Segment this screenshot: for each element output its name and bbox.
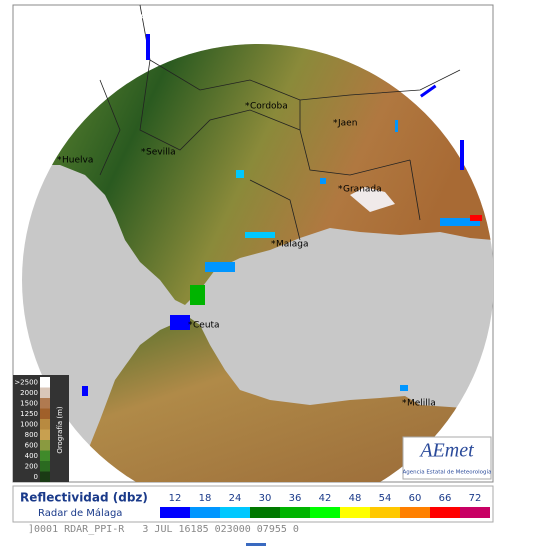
elevation-level: 1000: [20, 420, 38, 428]
city-marker: *: [188, 321, 193, 331]
reflectivity-level: 12: [169, 493, 182, 504]
reflectivity-legend: Reflectividad (dbz) Radar de Málaga 12 18 24…: [12, 485, 494, 523]
reflectivity-level: 72: [469, 493, 482, 504]
elevation-swatch: [40, 429, 50, 440]
elevation-swatch: [40, 440, 50, 451]
city-label: Sevilla: [146, 148, 176, 158]
city-marker: *: [57, 156, 62, 166]
logo-box: [402, 436, 492, 480]
city-label: Ceuta: [193, 321, 220, 331]
reflectivity-swatch: [430, 507, 460, 518]
africa-land: [22, 318, 493, 482]
reflectivity-level: 18: [199, 493, 212, 504]
city-labels: * Huelva* Sevilla* Cordoba* Jaen* Granada* Mal…: [57, 102, 436, 409]
elevation-swatch: [40, 471, 50, 482]
reflectivity-swatch: [310, 507, 340, 518]
scroll-indicator: [246, 543, 266, 546]
elevation-swatch: [40, 461, 50, 472]
elevation-title: Orografía (m): [56, 406, 64, 454]
city-label: Cordoba: [250, 102, 288, 112]
reflectivity-level: 66: [439, 493, 452, 504]
city-marker: *: [402, 399, 407, 409]
elevation-swatch: [40, 387, 50, 398]
reflectivity-title: Reflectividad (dbz): [20, 491, 148, 505]
elevation-level: 1500: [20, 399, 38, 407]
city-label: Granada: [343, 185, 382, 195]
elevation-level: 600: [25, 441, 38, 449]
elevation-legend: >250020001500125010008006004002000Orogra…: [13, 375, 69, 482]
elevation-level: >2500: [14, 378, 38, 386]
elevation-level: 400: [25, 452, 38, 460]
city-label: Jaen: [337, 119, 357, 129]
elevation-swatch: [40, 377, 50, 388]
radar-coverage: [22, 44, 493, 482]
logo-caption: Agencia Estatal de Meteorología: [403, 469, 492, 476]
elevation-level: 2000: [20, 389, 38, 397]
radar-echoes: [82, 34, 482, 396]
reflectivity-level: 54: [379, 493, 392, 504]
reflectivity-swatch: [190, 507, 220, 518]
logo-name: AEmet: [418, 440, 474, 462]
reflectivity-swatch: [250, 507, 280, 518]
elevation-swatch: [40, 398, 50, 409]
elevation-level: 1250: [20, 410, 38, 418]
reflectivity-swatch: [220, 507, 250, 518]
reflectivity-swatch: [460, 507, 490, 518]
city-marker: *: [333, 119, 338, 129]
city-marker: *: [141, 148, 146, 158]
elevation-swatch: [40, 408, 50, 419]
reflectivity-level: 36: [289, 493, 302, 504]
elevation-level: 200: [25, 462, 38, 470]
reflectivity-level: 48: [349, 493, 362, 504]
city-label: Malaga: [276, 240, 309, 250]
reflectivity-level: 30: [259, 493, 272, 504]
city-label: Melilla: [407, 399, 436, 409]
city-marker: *: [338, 185, 343, 195]
radar-name: Radar de Málaga: [38, 507, 122, 519]
reflectivity-level: 42: [319, 493, 332, 504]
elevation-level: 0: [34, 473, 38, 481]
borders: [99, 4, 461, 241]
reflectivity-swatch: [160, 507, 190, 518]
elevation-swatch: [40, 419, 50, 430]
reflectivity-swatch: [340, 507, 370, 518]
reflectivity-level: 24: [229, 493, 242, 504]
reflectivity-swatch: [280, 507, 310, 518]
city-label: Huelva: [62, 156, 93, 166]
reflectivity-swatch: [400, 507, 430, 518]
reflectivity-level: 60: [409, 493, 422, 504]
elevation-swatch: [40, 450, 50, 461]
city-marker: *: [245, 102, 250, 112]
iberia-land: [22, 44, 493, 305]
city-marker: *: [271, 240, 276, 250]
reflectivity-swatch: [370, 507, 400, 518]
status-line: ]0001 RDAR_PPI-R 3 JUL 16185 023000 0795…: [28, 524, 299, 535]
elevation-level: 800: [25, 431, 38, 439]
copyright: ©: [30, 11, 40, 22]
agency-header: Agencia Estatal de Meteorología: [46, 12, 192, 22]
sierra-nevada: [350, 187, 395, 212]
